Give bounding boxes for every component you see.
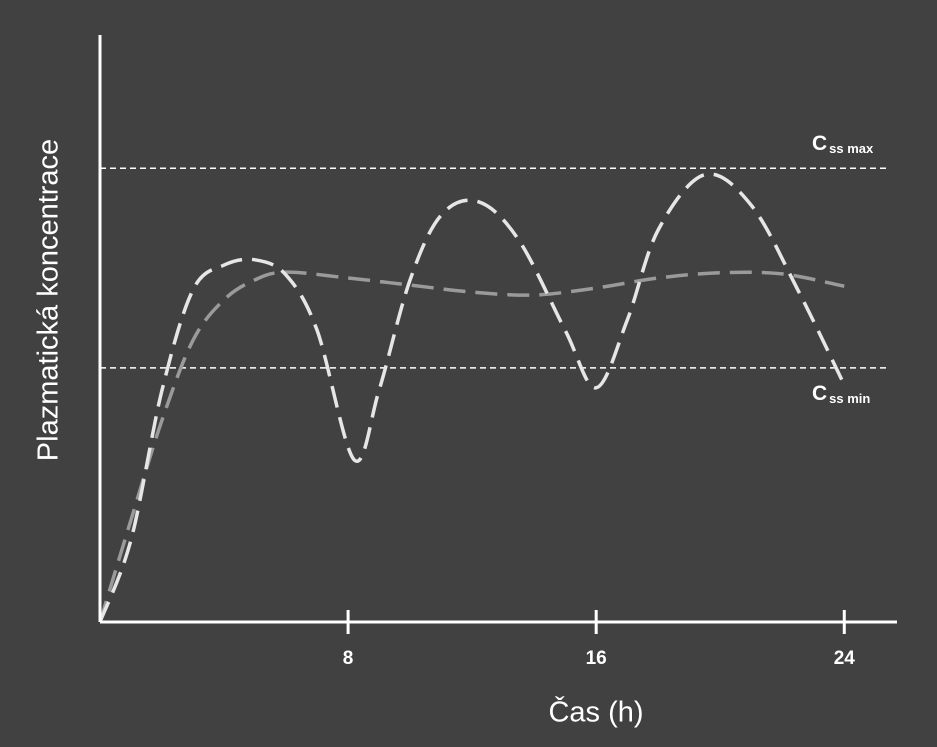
reference-label-sub: ss min <box>829 391 870 406</box>
reference-label-sub: ss max <box>829 142 874 157</box>
x-tick-label: 8 <box>343 648 354 669</box>
curve <box>98 270 845 623</box>
x-axis-title: Čas (h) <box>548 695 643 729</box>
reference-label-main: C <box>812 132 827 155</box>
x-tick-label: 24 <box>834 648 856 669</box>
reference-label-main: C <box>812 381 827 404</box>
y-axis-title: Plazmatická koncentrace <box>33 139 65 461</box>
curve <box>98 172 846 623</box>
x-tick-label: 16 <box>586 648 607 669</box>
